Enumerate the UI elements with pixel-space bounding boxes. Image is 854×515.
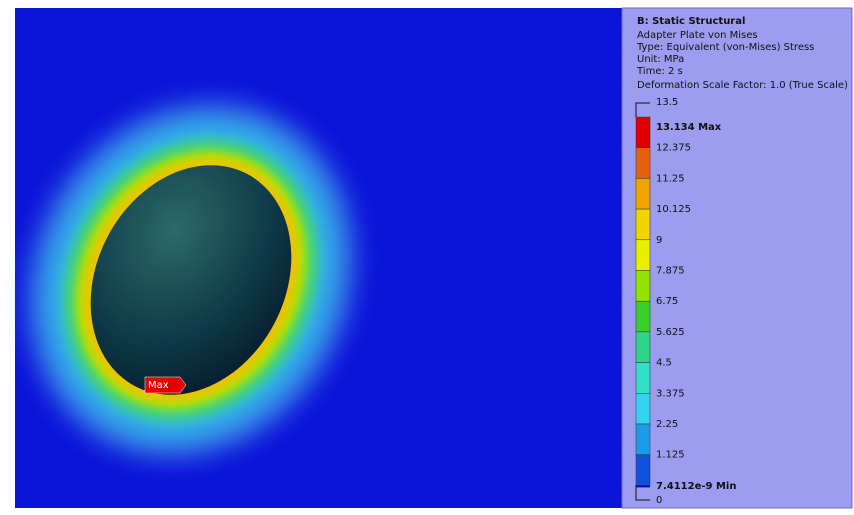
legend-label: 10.125 bbox=[656, 204, 691, 215]
color-band bbox=[636, 393, 650, 424]
color-band bbox=[636, 240, 650, 271]
legend-label: 2.25 bbox=[656, 419, 678, 430]
probe-label: Max bbox=[148, 380, 169, 391]
legend-label: 12.375 bbox=[656, 143, 691, 154]
legend-label: 1.125 bbox=[656, 450, 685, 461]
color-band bbox=[636, 148, 650, 179]
color-band bbox=[636, 209, 650, 240]
legend-line: Adapter Plate von Mises bbox=[637, 30, 758, 41]
legend-min-label: 7.4112e-9 Min bbox=[656, 481, 736, 492]
legend-label: 3.375 bbox=[656, 388, 685, 399]
page: Max B: Static Structural Adapter Plate vo… bbox=[0, 0, 854, 511]
screen: Max B: Static Structural Adapter Plate vo… bbox=[0, 0, 854, 511]
color-band bbox=[636, 485, 650, 487]
legend-line: Type: Equivalent (von-Mises) Stress bbox=[636, 42, 814, 53]
legend-label: 5.625 bbox=[656, 327, 685, 338]
legend-max-label: 13.134 Max bbox=[656, 122, 722, 133]
legend-title: B: Static Structural bbox=[637, 16, 745, 27]
color-band bbox=[636, 117, 650, 148]
legend-label: 7.875 bbox=[656, 266, 685, 277]
color-band bbox=[636, 301, 650, 332]
legend-label: 4.5 bbox=[656, 358, 672, 369]
legend-top-label: 13.5 bbox=[656, 97, 678, 108]
legend-line: Deformation Scale Factor: 1.0 (True Scal… bbox=[637, 80, 848, 91]
legend-bottom-label: 0 bbox=[656, 495, 662, 506]
color-band bbox=[636, 363, 650, 394]
legend-label: 9 bbox=[656, 235, 662, 246]
color-band bbox=[636, 332, 650, 363]
legend-line: Time: 2 s bbox=[636, 66, 683, 77]
color-band bbox=[636, 424, 650, 455]
color-band bbox=[636, 455, 650, 486]
legend-line: Unit: MPa bbox=[637, 54, 684, 65]
color-band bbox=[636, 178, 650, 209]
color-band bbox=[636, 271, 650, 302]
legend-label: 6.75 bbox=[656, 296, 678, 307]
legend-label: 11.25 bbox=[656, 173, 685, 184]
